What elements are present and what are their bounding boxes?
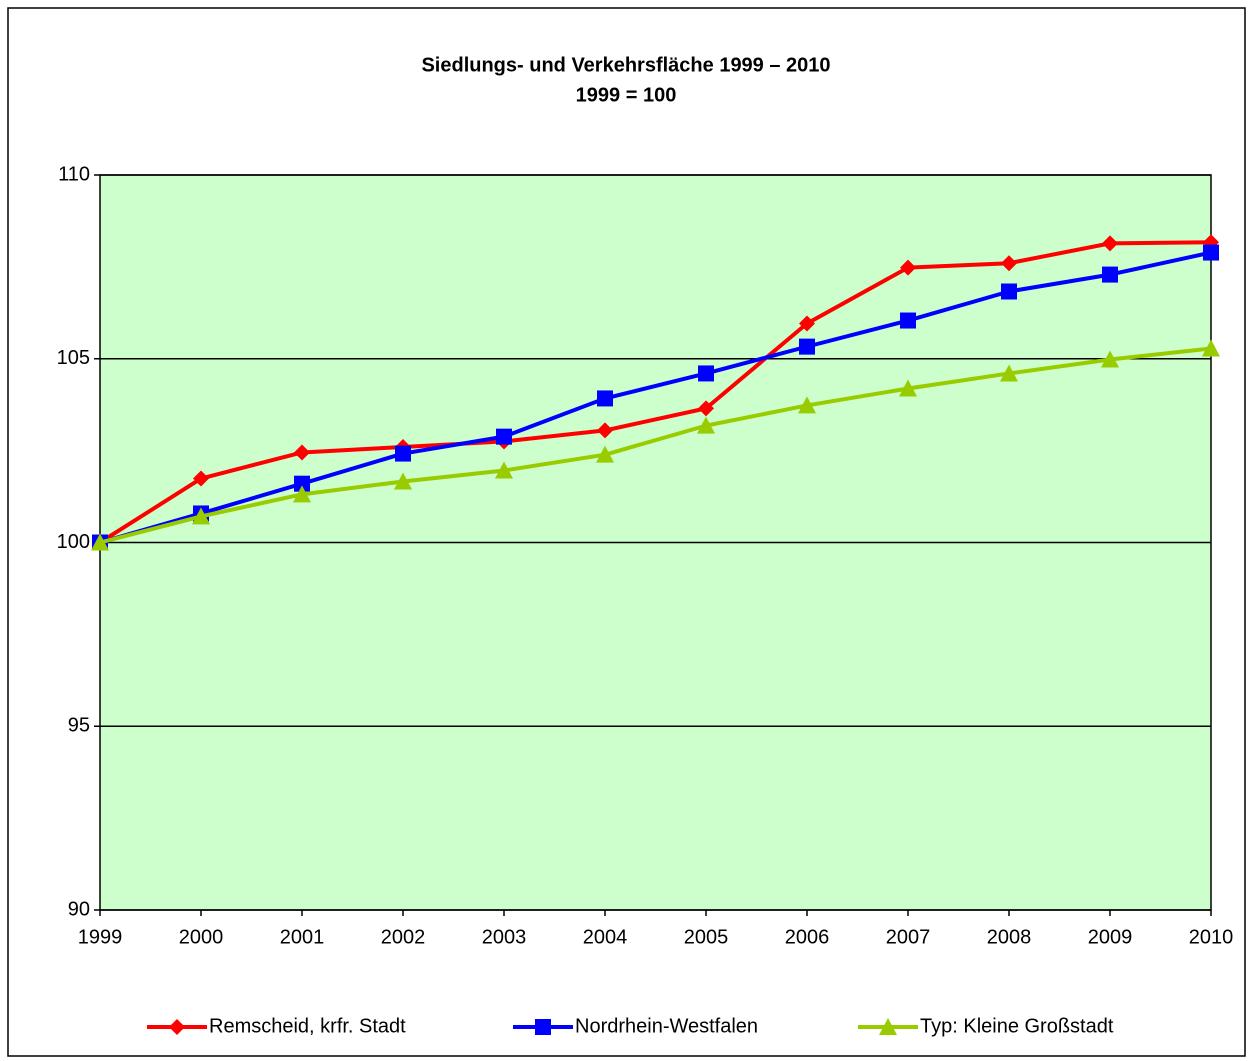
legend-marker (879, 1018, 897, 1035)
legend-label: Nordrhein-Westfalen (575, 1015, 758, 1037)
point-marker (1102, 266, 1118, 283)
x-tick-label: 1999 (78, 926, 123, 948)
point-marker (799, 315, 815, 332)
point-marker (1001, 283, 1017, 300)
point-marker (799, 338, 815, 355)
point-marker (1001, 255, 1017, 272)
chart-subtitle: 1999 = 100 (576, 84, 677, 106)
point-marker (294, 475, 310, 492)
y-tick-label: 105 (57, 347, 90, 369)
point-marker (798, 396, 816, 414)
point-marker (1102, 235, 1118, 252)
x-tick-label: 2006 (785, 926, 830, 948)
point-marker (1202, 339, 1220, 357)
x-tick-label: 2005 (684, 926, 729, 948)
point-marker (192, 507, 210, 525)
x-tick-label: 2010 (1189, 926, 1234, 948)
x-tick-label: 2009 (1088, 926, 1133, 948)
y-tick-label: 100 (57, 531, 90, 553)
x-tick-label: 2004 (583, 926, 628, 948)
y-tick-label: 90 (68, 898, 90, 920)
series-line (99, 346, 1212, 545)
point-marker (900, 259, 916, 276)
point-marker (596, 445, 614, 463)
point-marker (294, 444, 310, 461)
point-marker (91, 533, 109, 551)
x-tick-label: 2002 (381, 926, 426, 948)
y-tick-label: 95 (68, 715, 90, 737)
legend-label: Remscheid, krfr. Stadt (209, 1015, 406, 1037)
legend-marker (535, 1019, 551, 1035)
point-marker (1101, 350, 1119, 368)
x-tick-label: 2008 (987, 926, 1032, 948)
point-marker (900, 312, 916, 329)
point-marker (495, 461, 513, 479)
point-marker (1203, 244, 1219, 261)
legend-label: Typ: Kleine Großstadt (920, 1015, 1114, 1037)
point-marker (597, 422, 613, 439)
legend-marker (169, 1019, 185, 1035)
series-line (99, 250, 1212, 545)
x-tick-label: 2001 (280, 926, 325, 948)
x-tick-label: 2003 (482, 926, 527, 948)
point-marker (698, 365, 714, 382)
series-line (98, 240, 1212, 545)
point-marker (1000, 364, 1018, 382)
point-marker (293, 485, 311, 503)
x-tick-label: 2000 (179, 926, 224, 948)
point-marker (698, 400, 714, 417)
chart-title: Siedlungs- und Verkehrsfläche 1999 – 201… (421, 54, 830, 76)
point-marker (597, 390, 613, 407)
point-marker (697, 416, 715, 434)
point-marker (394, 472, 412, 490)
x-tick-label: 2007 (886, 926, 931, 948)
point-marker (193, 470, 209, 487)
point-marker (496, 428, 512, 445)
point-marker (899, 379, 917, 397)
y-tick-label: 110 (58, 163, 90, 185)
point-marker (395, 445, 411, 462)
